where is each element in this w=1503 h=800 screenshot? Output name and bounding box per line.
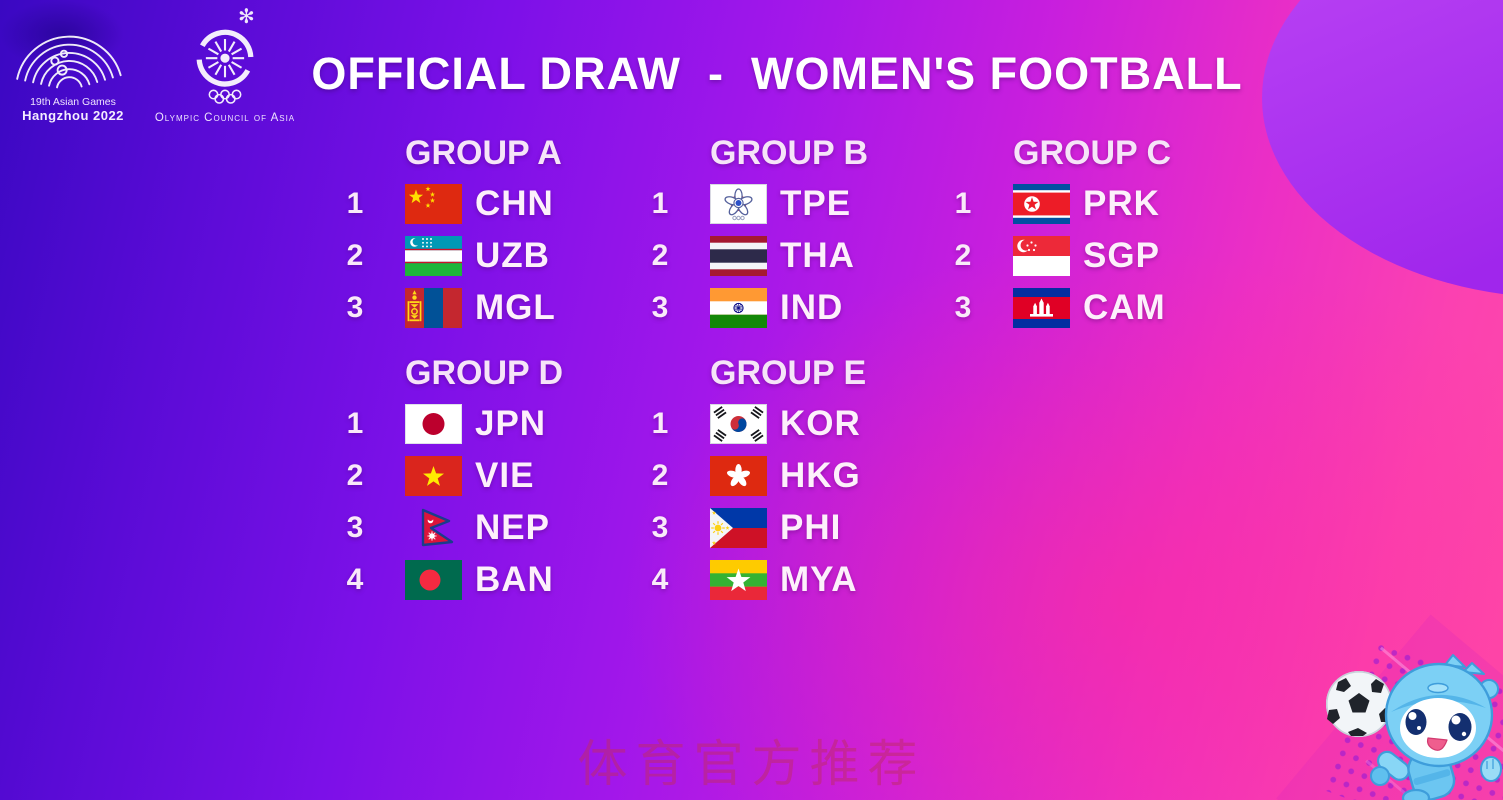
team-row-phi: 3 PHI [645, 502, 945, 554]
team-row-mgl: 3 MGL [340, 282, 640, 334]
sparkle-icon: ✻ [238, 6, 255, 28]
team-code: CHN [475, 184, 554, 223]
group-a-block: GROUP A 1 CHN 2 UZB 3 MGL [340, 132, 640, 334]
sgp-flag-icon [1013, 236, 1070, 276]
mgl-flag-icon [405, 288, 462, 328]
group-b-block: GROUP B 1 TPE 2 THA 3 IND [645, 132, 945, 334]
vie-flag-icon [405, 456, 462, 496]
phi-flag-icon [710, 508, 767, 548]
team-row-prk: 1 PRK [948, 178, 1248, 230]
team-code: BAN [475, 560, 554, 599]
chn-flag-icon [405, 184, 462, 224]
seed-number: 3 [651, 291, 669, 324]
oca-emblem-icon [196, 29, 254, 104]
team-code: VIE [475, 456, 535, 495]
team-code: TPE [780, 184, 852, 223]
seed-number: 2 [651, 459, 669, 492]
prk-flag-icon [1013, 184, 1070, 224]
background-shade-top-left [0, 0, 620, 430]
uzb-flag-icon [405, 236, 462, 276]
team-row-kor: 1 KOR [645, 398, 945, 450]
team-row-ban: 4 BAN [340, 554, 640, 606]
jpn-flag-icon [405, 404, 462, 444]
team-row-sgp: 2 SGP [948, 230, 1248, 282]
tha-flag-icon [710, 236, 767, 276]
team-code: PHI [780, 508, 842, 547]
cam-flag-icon [1013, 288, 1070, 328]
page-title: OFFICIAL DRAW - WOMEN'S FOOTBALL [311, 48, 1243, 99]
team-row-mya: 4 MYA [645, 554, 945, 606]
seed-number: 1 [954, 187, 972, 220]
seed-number: 4 [651, 563, 669, 596]
asian-games-emblem-icon [16, 35, 122, 89]
group-c-title: GROUP C [1013, 134, 1172, 172]
team-row-chn: 1 CHN [340, 178, 640, 230]
team-code: PRK [1083, 184, 1160, 223]
seed-number: 1 [346, 407, 364, 440]
team-row-nep: 3 NEP [340, 502, 640, 554]
kor-flag-icon [710, 404, 767, 444]
mascot-figure [1370, 654, 1502, 800]
soccer-ball-icon [1325, 670, 1393, 738]
group-e-block: GROUP E 1 KOR 2 HKG 3 PHI 4 MYA [645, 352, 945, 606]
seed-number: 4 [346, 563, 364, 596]
nep-flag-icon [405, 508, 462, 548]
group-e-title: GROUP E [710, 354, 867, 392]
team-code: MGL [475, 288, 556, 327]
team-row-vie: 2 VIE [340, 450, 640, 502]
team-row-tha: 2 THA [645, 230, 945, 282]
team-code: CAM [1083, 288, 1166, 327]
team-row-ind: 3 IND [645, 282, 945, 334]
seed-number: 3 [346, 511, 364, 544]
oca-logo: Olympic Council of Asia [136, 18, 314, 124]
team-row-cam: 3 CAM [948, 282, 1248, 334]
asian-games-event-name: 19th Asian Games [30, 96, 116, 108]
team-row-tpe: 1 TPE [645, 178, 945, 230]
team-code: JPN [475, 404, 547, 443]
team-row-jpn: 1 JPN [340, 398, 640, 450]
seed-number: 3 [651, 511, 669, 544]
team-code: NEP [475, 508, 550, 547]
group-d-title: GROUP D [405, 354, 564, 392]
team-code: MYA [780, 560, 858, 599]
team-code: HKG [780, 456, 861, 495]
ind-flag-icon [710, 288, 767, 328]
team-code: THA [780, 236, 855, 275]
watermark-text: 体育官方推荐 [577, 735, 926, 793]
team-row-hkg: 2 HKG [645, 450, 945, 502]
group-b-title: GROUP B [710, 134, 869, 172]
seed-number: 2 [346, 459, 364, 492]
asian-games-host-city: Hangzhou 2022 [22, 108, 124, 123]
team-code: SGP [1083, 236, 1160, 275]
seed-number: 2 [346, 239, 364, 272]
group-a-title: GROUP A [405, 134, 562, 172]
oca-label: Olympic Council of Asia [154, 112, 296, 124]
ban-flag-icon [405, 560, 462, 600]
hkg-flag-icon [710, 456, 767, 496]
seed-number: 3 [346, 291, 364, 324]
team-row-uzb: 2 UZB [340, 230, 640, 282]
seed-number: 2 [651, 239, 669, 272]
mya-flag-icon [710, 560, 767, 600]
seed-number: 1 [346, 187, 364, 220]
seed-number: 1 [651, 407, 669, 440]
mascot-and-ball-illustration [1325, 654, 1502, 800]
group-d-block: GROUP D 1 JPN 2 VIE 3 NEP 4 BAN [340, 352, 640, 606]
seed-number: 1 [651, 187, 669, 220]
seed-number: 3 [954, 291, 972, 324]
group-c-block: GROUP C 1 PRK 2 SGP 3 CAM [948, 132, 1248, 334]
team-code: UZB [475, 236, 550, 275]
team-code: IND [780, 288, 844, 327]
tpe-flag-icon [710, 184, 767, 224]
asian-games-logo: 19th Asian Games Hangzhou 2022 [8, 14, 138, 123]
seed-number: 2 [954, 239, 972, 272]
team-code: KOR [780, 404, 861, 443]
